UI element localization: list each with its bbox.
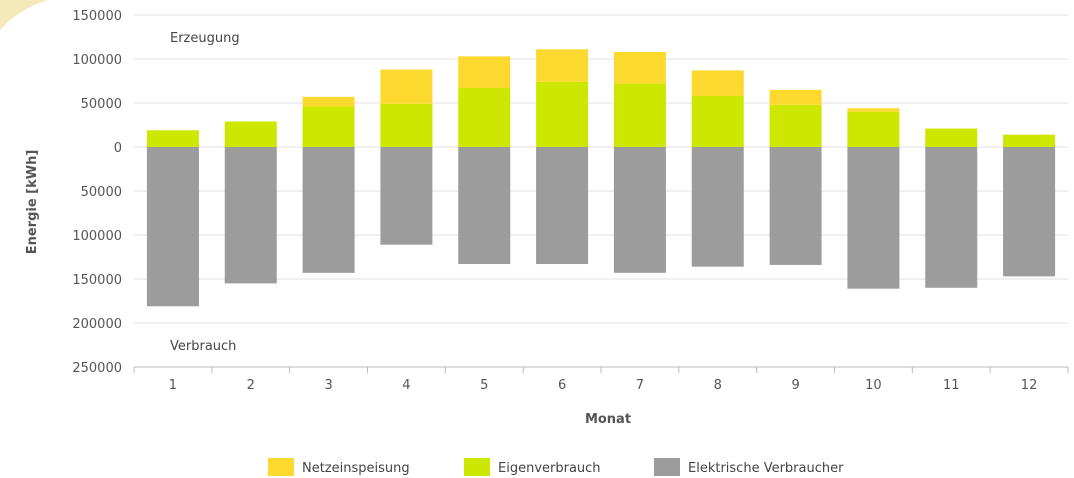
y-tick-label: 50000 bbox=[81, 97, 122, 112]
y-tick-label: 100000 bbox=[72, 53, 122, 68]
corner-decoration bbox=[0, 0, 48, 30]
bar-elektrische-verbraucher-8 bbox=[691, 147, 744, 267]
legend-swatch bbox=[464, 458, 490, 476]
bar-eigenverbrauch-12 bbox=[1003, 134, 1056, 147]
y-tick-label: 150000 bbox=[72, 9, 122, 24]
bar-netzeinspeisung-6 bbox=[536, 49, 589, 82]
legend-swatch bbox=[654, 458, 680, 476]
bar-netzeinspeisung-8 bbox=[691, 70, 744, 96]
bar-elektrische-verbraucher-6 bbox=[536, 147, 589, 265]
x-tick-label: 8 bbox=[714, 378, 722, 393]
legend: Netzeinspeisung Eigenverbrauch Elektrische… bbox=[268, 458, 844, 476]
bar-netzeinspeisung-7 bbox=[613, 51, 666, 84]
bars bbox=[146, 49, 1056, 307]
x-tick-label: 9 bbox=[791, 378, 799, 393]
bar-eigenverbrauch-1 bbox=[146, 130, 199, 147]
y-tick-label: 50000 bbox=[81, 185, 122, 200]
bar-elektrische-verbraucher-1 bbox=[146, 147, 199, 307]
bar-elektrische-verbraucher-3 bbox=[302, 147, 355, 273]
bar-eigenverbrauch-9 bbox=[769, 104, 822, 147]
bar-eigenverbrauch-2 bbox=[224, 121, 277, 147]
bar-netzeinspeisung-9 bbox=[769, 89, 822, 105]
bar-eigenverbrauch-5 bbox=[458, 88, 511, 147]
x-tick-label: 12 bbox=[1021, 378, 1038, 393]
legend-swatch bbox=[268, 458, 294, 476]
x-tick-label: 7 bbox=[636, 378, 644, 393]
x-tick-label: 6 bbox=[558, 378, 566, 393]
x-tick-label: 4 bbox=[402, 378, 410, 393]
bar-elektrische-verbraucher-12 bbox=[1003, 147, 1056, 277]
x-axis-title: Monat bbox=[585, 412, 631, 427]
x-tick-label: 10 bbox=[865, 378, 882, 393]
bar-elektrische-verbraucher-4 bbox=[380, 147, 433, 245]
y-tick-label: 250000 bbox=[72, 361, 122, 376]
bar-eigenverbrauch-6 bbox=[536, 81, 589, 147]
y-tick-label: 150000 bbox=[72, 273, 122, 288]
y-tick-label: 0 bbox=[114, 141, 122, 156]
bar-elektrische-verbraucher-9 bbox=[769, 147, 822, 265]
bar-eigenverbrauch-7 bbox=[613, 83, 666, 147]
y-tick-label: 200000 bbox=[72, 317, 122, 332]
bar-elektrische-verbraucher-2 bbox=[224, 147, 277, 284]
x-tick-label: 11 bbox=[943, 378, 960, 393]
bar-netzeinspeisung-4 bbox=[380, 69, 433, 104]
bar-elektrische-verbraucher-5 bbox=[458, 147, 511, 265]
x-tick-labels: 1 2 3 4 5 6 7 8 9 10 11 12 bbox=[169, 378, 1038, 393]
legend-label: Eigenverbrauch bbox=[498, 461, 601, 476]
bar-elektrische-verbraucher-11 bbox=[925, 147, 978, 288]
bar-eigenverbrauch-8 bbox=[691, 95, 744, 147]
annotation-top: Erzeugung bbox=[170, 31, 240, 46]
bar-netzeinspeisung-10 bbox=[847, 108, 900, 112]
bar-netzeinspeisung-3 bbox=[302, 96, 355, 107]
bar-eigenverbrauch-10 bbox=[847, 111, 900, 147]
legend-label: Netzeinspeisung bbox=[302, 461, 410, 476]
x-tick-label: 3 bbox=[324, 378, 332, 393]
x-tick-label: 5 bbox=[480, 378, 488, 393]
bar-eigenverbrauch-3 bbox=[302, 106, 355, 147]
legend-label: Elektrische Verbraucher bbox=[688, 461, 844, 476]
x-tick-label: 1 bbox=[169, 378, 177, 393]
annotation-bottom: Verbrauch bbox=[170, 339, 236, 354]
bar-elektrische-verbraucher-10 bbox=[847, 147, 900, 289]
x-tick-label: 2 bbox=[247, 378, 255, 393]
y-axis-title: Energie [kWh] bbox=[25, 150, 40, 255]
bar-eigenverbrauch-4 bbox=[380, 103, 433, 147]
grid-lines bbox=[133, 14, 1069, 373]
bar-eigenverbrauch-11 bbox=[925, 128, 978, 147]
y-tick-label: 100000 bbox=[72, 229, 122, 244]
bar-elektrische-verbraucher-7 bbox=[613, 147, 666, 273]
y-tick-labels: 150000 100000 50000 0 50000 100000 150000 20000… bbox=[72, 9, 122, 376]
bar-netzeinspeisung-5 bbox=[458, 56, 511, 89]
